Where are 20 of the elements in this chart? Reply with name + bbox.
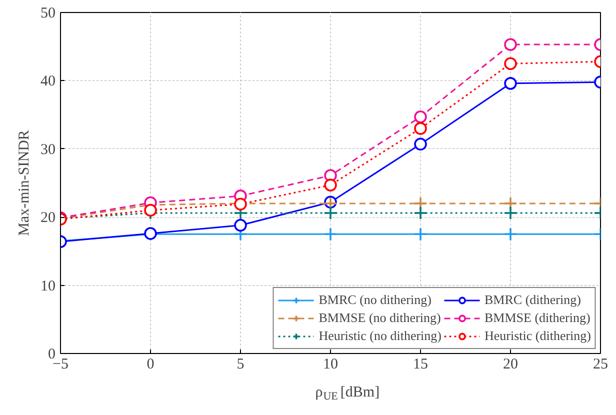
y-tick-label: 40 <box>40 74 56 90</box>
legend-label: BMMSE (dithering) <box>484 310 590 326</box>
y-axis-title: Max-min-SINDR <box>16 130 32 236</box>
x-tick-label: 10 <box>323 356 338 372</box>
x-tick-label: 15 <box>413 356 428 372</box>
y-tick-label: 20 <box>40 210 56 226</box>
legend-label: Heuristic (dithering) <box>484 328 591 344</box>
legend-label: BMRC (dithering) <box>484 292 581 308</box>
legend-label: Heuristic (no dithering) <box>318 328 442 344</box>
y-tick-label: 50 <box>40 6 56 22</box>
legend-label: BMMSE (no dithering) <box>318 310 441 326</box>
y-tick-label: 30 <box>40 142 56 158</box>
x-tick-label: 20 <box>503 356 518 372</box>
x-tick-label: −5 <box>52 356 68 372</box>
y-tick-label: 0 <box>48 346 56 362</box>
x-tick-label: 25 <box>593 356 608 372</box>
x-tick-label: 5 <box>236 356 244 372</box>
y-tick-label: 10 <box>40 278 56 294</box>
legend-label: BMRC (no dithering) <box>318 292 432 308</box>
x-tick-label: 0 <box>146 356 154 372</box>
